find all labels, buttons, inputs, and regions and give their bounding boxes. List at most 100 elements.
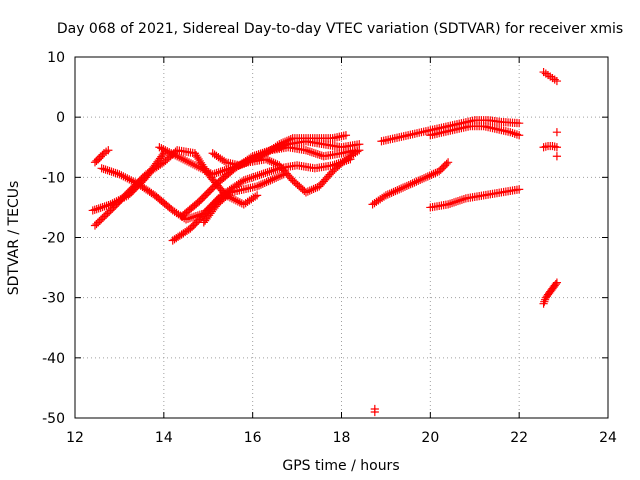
grid-layer: [75, 57, 608, 418]
data-point: [298, 185, 307, 194]
data-point: [90, 221, 100, 230]
data-point: [125, 189, 134, 198]
y-tick-label: -10: [42, 170, 65, 186]
x-tick-label: 16: [244, 430, 262, 446]
data-point: [98, 213, 107, 223]
data-point: [285, 172, 294, 182]
data-point: [187, 222, 197, 232]
data-point: [444, 158, 453, 167]
data-point: [100, 212, 109, 221]
data-point: [435, 167, 444, 176]
data-point: [552, 278, 562, 287]
y-tick-label: -20: [42, 231, 65, 247]
data-point: [210, 182, 219, 191]
data-point: [291, 179, 301, 188]
data-point: [95, 153, 104, 163]
data-point: [290, 177, 299, 186]
data-point: [355, 140, 364, 149]
data-point: [96, 152, 106, 161]
data-point: [163, 155, 172, 164]
data-point: [93, 155, 103, 164]
data-point: [293, 180, 302, 189]
data-point: [552, 143, 562, 152]
data-points-layer: [88, 67, 562, 417]
data-point: [93, 218, 103, 227]
data-point: [341, 131, 351, 140]
data-point: [193, 216, 202, 226]
data-point: [319, 177, 328, 186]
x-tick-label: 20: [421, 430, 439, 446]
data-point: [124, 191, 133, 200]
x-tick-label: 12: [66, 430, 84, 446]
data-point: [104, 207, 114, 217]
data-point: [324, 172, 333, 181]
data-point: [128, 186, 137, 195]
data-point: [214, 198, 223, 208]
data-point: [515, 131, 524, 140]
data-point: [218, 195, 227, 204]
y-tick-label: -50: [42, 411, 65, 427]
data-point: [436, 165, 445, 174]
data-point: [551, 280, 560, 289]
data-point: [287, 174, 296, 183]
data-point: [95, 216, 104, 226]
data-point: [221, 192, 230, 201]
data-point: [322, 173, 331, 183]
data-point: [195, 197, 204, 206]
data-point: [199, 192, 208, 201]
data-point: [103, 209, 112, 218]
y-tick-label: -40: [42, 351, 65, 367]
data-point: [196, 195, 205, 204]
data-point: [318, 178, 327, 188]
data-point: [204, 188, 213, 197]
data-point: [158, 150, 167, 160]
x-tick-label: 24: [599, 430, 617, 446]
data-point: [438, 164, 447, 173]
data-point: [92, 219, 101, 229]
data-point: [192, 218, 201, 227]
data-point: [130, 185, 139, 194]
data-point: [327, 168, 336, 178]
data-point: [207, 185, 216, 194]
data-point: [321, 175, 330, 184]
data-point: [161, 156, 170, 165]
data-point: [195, 215, 204, 224]
data-point: [552, 76, 562, 86]
y-tick-label: -30: [42, 291, 65, 307]
data-point: [439, 162, 448, 171]
data-point: [190, 219, 200, 229]
y-axis-label: SDTVAR / TECUs: [6, 181, 22, 296]
data-point: [282, 169, 291, 178]
x-tick-label: 18: [333, 430, 351, 446]
data-point: [219, 194, 228, 203]
data-point: [196, 213, 205, 223]
data-point: [295, 182, 304, 191]
y-tick-label: 10: [47, 50, 65, 66]
data-point: [205, 186, 214, 195]
data-point: [208, 183, 217, 192]
data-point: [202, 189, 211, 198]
data-point: [97, 215, 106, 224]
chart-title: Day 068 of 2021, Sidereal Day-to-day VTE…: [57, 21, 623, 37]
data-point: [139, 176, 148, 185]
data-point: [552, 152, 562, 161]
data-point: [216, 197, 225, 206]
data-point: [189, 221, 198, 230]
data-point: [315, 182, 324, 191]
x-axis-label: GPS time / hours: [282, 458, 399, 474]
data-point: [198, 212, 207, 221]
data-point: [109, 203, 118, 212]
data-point: [104, 146, 113, 155]
x-tick-label: 22: [510, 430, 528, 446]
data-point: [316, 180, 325, 189]
data-point: [296, 183, 306, 192]
data-point: [201, 191, 210, 200]
data-point: [441, 161, 450, 170]
data-point: [288, 176, 297, 185]
data-point: [279, 170, 288, 179]
data-point: [552, 128, 562, 137]
ticks-layer: 12 14 16 18 20 22 24 10 0 -10 -20 -30 -40 -50: [42, 50, 617, 446]
plot-frame: [74, 56, 609, 419]
data-point: [346, 155, 355, 164]
